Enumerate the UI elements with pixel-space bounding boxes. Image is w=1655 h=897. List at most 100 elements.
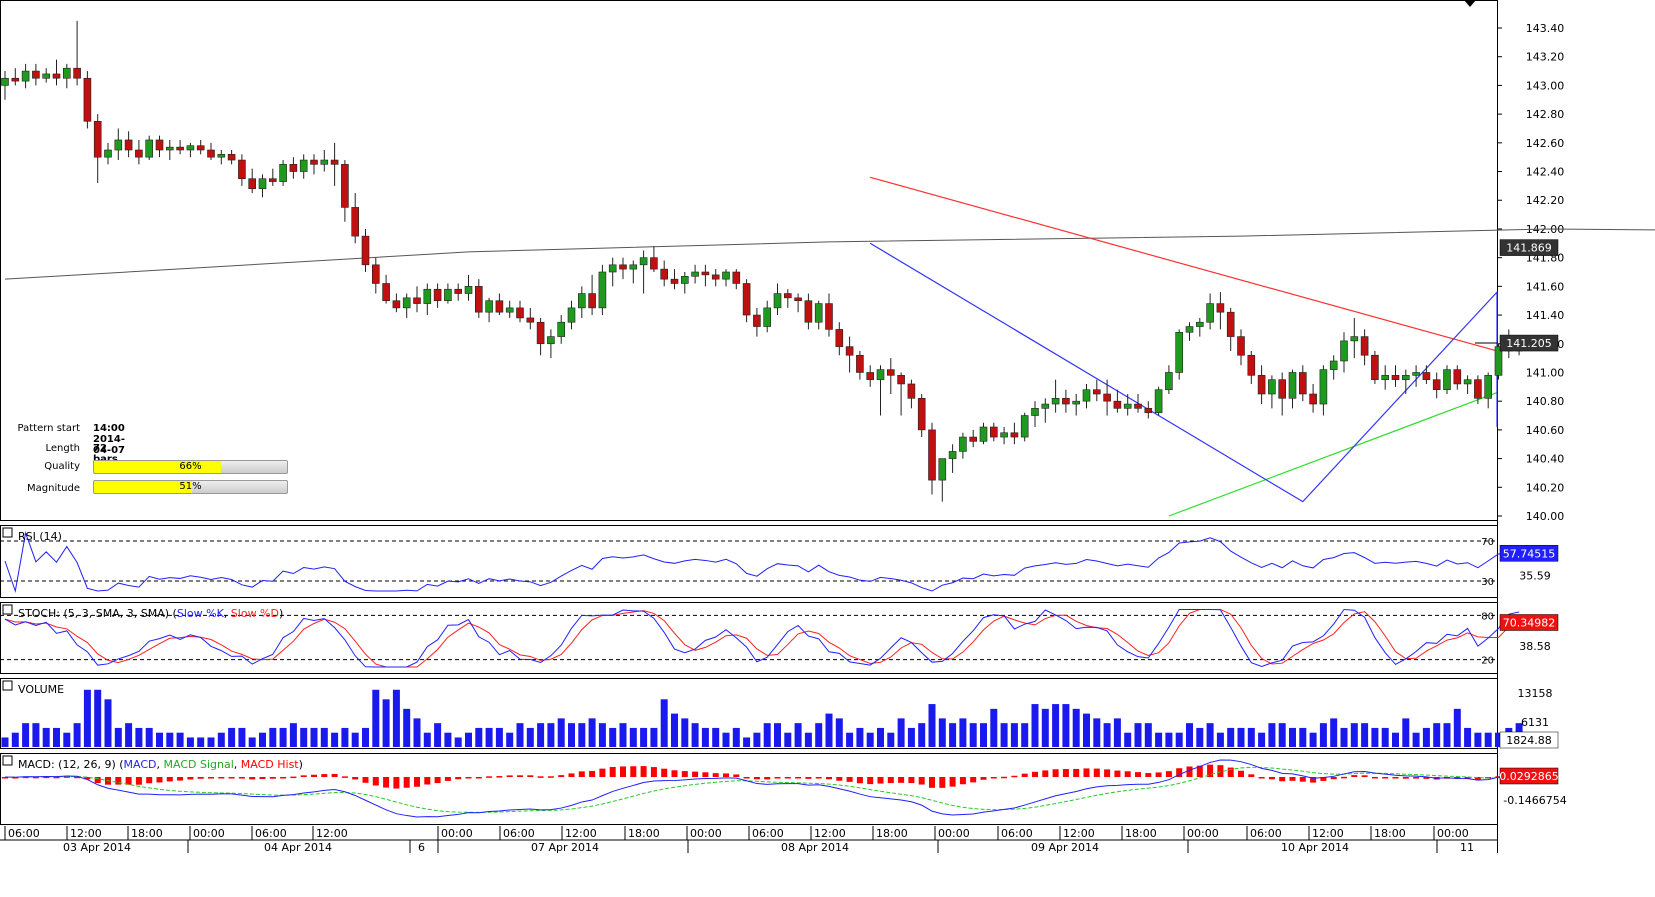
macd-hist-bar (434, 777, 441, 784)
x-date-label: 11 (1460, 841, 1474, 854)
candle-body (114, 139, 123, 151)
volume-bar (238, 727, 246, 747)
volume-bar (83, 689, 91, 747)
candle-body (526, 317, 535, 323)
candle-body (279, 164, 287, 182)
candle-body (598, 271, 607, 309)
volume-last-value: 1824.88 (1506, 734, 1552, 747)
macd-hist-bar (733, 774, 740, 777)
candle-body (742, 283, 751, 316)
volume-bar (1041, 708, 1049, 747)
volume-bar (804, 732, 812, 747)
volume-bar (362, 727, 369, 747)
candle-body (310, 159, 318, 165)
stoch-last-value-box (1499, 614, 1559, 631)
price-tick-label: 143.00 (1526, 79, 1565, 92)
current-price-label-box (1499, 334, 1559, 352)
candle-body (238, 159, 246, 180)
x-date-label: 03 Apr 2014 (63, 841, 131, 854)
volume-bar (1422, 727, 1430, 747)
volume-bar (1433, 723, 1441, 747)
volume-bar (310, 727, 318, 747)
macd-hist-bar (764, 777, 771, 780)
volume-bar (588, 718, 596, 747)
candle-body (1144, 408, 1153, 413)
volume-title: VOLUME (18, 683, 64, 696)
candle-body (1268, 379, 1276, 395)
macd-hist-bar (517, 775, 523, 777)
volume-bar (53, 727, 60, 747)
candle-body (413, 297, 421, 304)
price-tick-label: 143.40 (1526, 22, 1565, 35)
macd-hist-bar (1258, 777, 1265, 779)
stoch-close-icon (2, 604, 13, 615)
macd-hist-bar (218, 777, 225, 779)
macd-hist-bar (53, 776, 60, 779)
macd-hist-bar (32, 776, 39, 779)
candle-body (382, 283, 390, 302)
candle-body (1062, 398, 1070, 405)
volume-bar (526, 727, 534, 747)
volume-bar (1258, 732, 1266, 747)
candle-body (1113, 400, 1122, 409)
stoch-title: STOCH: (5, 3, SMA, 3, SMA) (Slow %K, Slo… (18, 607, 283, 620)
candle-body (505, 307, 514, 313)
candle-body (989, 426, 998, 438)
volume-bar (351, 732, 359, 747)
volume-bar (1495, 732, 1502, 747)
rsi-axis-label: 35.59 (1519, 569, 1551, 582)
x-time-label: 06:00 (503, 827, 535, 840)
macd-hist-bar (990, 777, 997, 779)
volume-bar (969, 723, 977, 747)
volume-bar (1227, 727, 1235, 747)
macd-hist-bar (1083, 768, 1090, 777)
volume-bar (341, 727, 349, 747)
macd-hist-bar (1135, 772, 1141, 777)
volume-bar (1278, 723, 1286, 747)
volume-bar (1216, 732, 1224, 747)
stoch-slow-k-line (4, 608, 1520, 668)
stoch-title-part: Slow %K (177, 607, 225, 620)
volume-bar (197, 737, 205, 747)
price-tick-label: 142.60 (1526, 137, 1565, 150)
volume-bar (1381, 727, 1389, 747)
support-line (1168, 392, 1498, 517)
volume-bar (938, 718, 946, 747)
candle-body (392, 300, 401, 309)
x-time-label: 06:00 (255, 827, 287, 840)
volume-bar (320, 727, 328, 747)
macd-hist-bar (125, 777, 132, 785)
macd-hist-bar (156, 777, 163, 783)
candle-body (629, 264, 638, 270)
volume-bar (1392, 732, 1399, 747)
candle-body (433, 288, 442, 302)
macd-hist-bar (94, 777, 101, 784)
macd-hist-bar (1279, 777, 1286, 782)
volume-bar (774, 723, 781, 747)
candle-body (1350, 336, 1359, 342)
macd-hist-bar (1104, 769, 1111, 777)
stoch-axis-label: 38.58 (1519, 640, 1551, 653)
x-time-label: 12:00 (814, 827, 846, 840)
candle-body (1422, 372, 1431, 380)
macd-hist-bar (1124, 771, 1131, 777)
candle-body (670, 278, 679, 284)
macd-hist-bar (856, 777, 863, 784)
x-time-label: 12:00 (316, 827, 348, 840)
macd-hist-bar (341, 776, 348, 778)
volume-bar (1031, 704, 1039, 747)
macd-hist-bar (455, 777, 462, 780)
macd-hist-bar (568, 773, 575, 777)
rsi-close-icon (2, 527, 13, 538)
volume-bar (207, 737, 215, 747)
volume-bar (465, 732, 472, 747)
price-tick-label: 140.20 (1526, 481, 1565, 494)
volume-bar (248, 737, 256, 747)
candle-body (1103, 393, 1111, 402)
x-time-label: 00:00 (193, 827, 225, 840)
candle-body (783, 293, 792, 299)
volume-bar (1103, 723, 1111, 747)
macd-hist-bar (1145, 773, 1152, 777)
candle-body (1072, 400, 1080, 405)
